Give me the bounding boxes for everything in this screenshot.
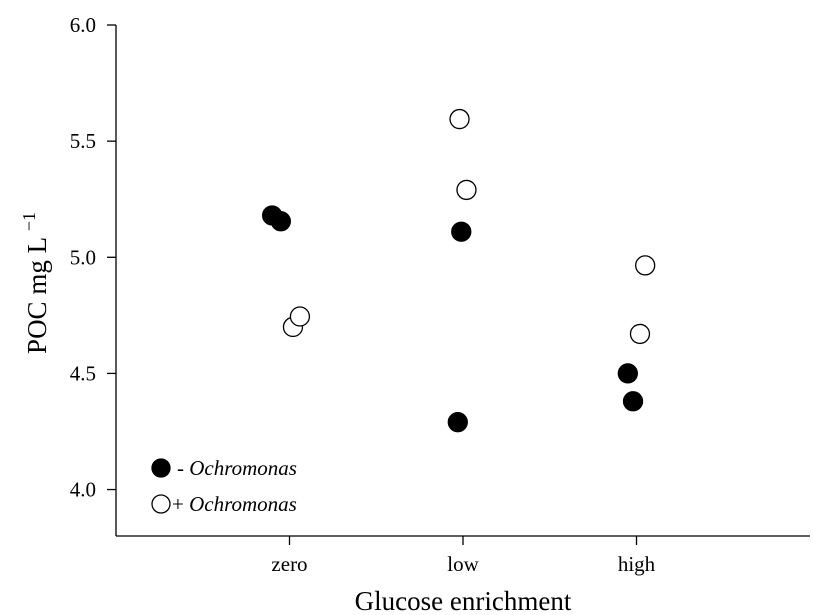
legend-name-plus: Ochromonas (189, 492, 297, 516)
y-axis-title: POC mg L −1 (19, 212, 52, 354)
y-tick-label: 5.5 (70, 129, 96, 153)
legend-name-minus: Ochromonas (189, 456, 297, 480)
data-points (261, 108, 656, 433)
x-tick-label: zero (271, 552, 307, 576)
x-tick-label: low (447, 552, 479, 576)
legend: - Ochromonas + Ochromonas (151, 456, 297, 516)
legend-prefix-plus: + (172, 492, 189, 516)
legend-marker-filled (151, 458, 171, 478)
x-axis-title: Glucose enrichment (355, 586, 572, 615)
point-plus-ochromonas (629, 323, 651, 345)
legend-marker-hollow (151, 494, 171, 514)
legend-label-plus: + Ochromonas (172, 492, 297, 516)
y-tick-label: 5.0 (70, 245, 96, 269)
point-plus-ochromonas (289, 306, 311, 327)
x-tick-label: high (618, 552, 656, 576)
y-axis-title-superscript: −1 (19, 212, 39, 231)
y-tick-label: 6.0 (70, 13, 96, 37)
y-tick-label: 4.5 (70, 361, 96, 385)
point-minus-ochromonas (451, 221, 472, 242)
point-minus-ochromonas (270, 211, 291, 232)
point-plus-ochromonas (635, 255, 656, 276)
y-axis-title-main: POC mg L (22, 238, 52, 354)
point-plus-ochromonas (449, 108, 470, 130)
point-plus-ochromonas (456, 179, 477, 201)
point-minus-ochromonas (622, 391, 644, 412)
y-ticks: 4.0 4.5 5.0 5.5 6.0 (70, 13, 116, 502)
legend-prefix-minus: - (177, 456, 189, 480)
point-minus-ochromonas (447, 412, 468, 433)
legend-label-minus: - Ochromonas (177, 456, 297, 480)
point-minus-ochromonas (617, 363, 638, 384)
x-ticks: zero low high (271, 536, 656, 576)
y-tick-label: 4.0 (70, 478, 96, 502)
